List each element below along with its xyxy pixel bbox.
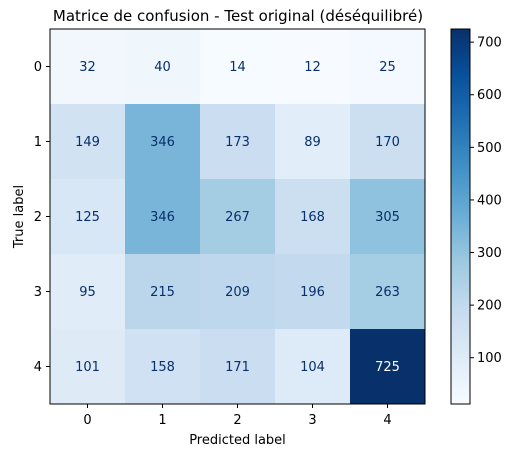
heatmap-cell	[200, 179, 276, 255]
heatmap-cells	[50, 29, 426, 405]
heatmap-cell	[350, 254, 426, 330]
heatmap-cell	[50, 29, 126, 105]
cell-value-label: 25	[379, 60, 396, 75]
cell-value-label: 125	[75, 210, 100, 225]
cell-value-label: 89	[304, 135, 321, 150]
x-tick-label: 1	[158, 413, 166, 428]
heatmap-cell	[50, 104, 126, 180]
heatmap-cell	[275, 329, 351, 405]
y-tick-label: 1	[34, 135, 42, 150]
heatmap-cell	[125, 254, 201, 330]
cell-value-label: 170	[375, 135, 400, 150]
cell-value-label: 346	[150, 210, 175, 225]
heatmap-cell	[275, 179, 351, 255]
cell-value-label: 171	[225, 360, 250, 375]
colorbar	[450, 28, 471, 405]
y-axis-label: True label	[12, 185, 27, 249]
colorbar-tick-label: 100	[477, 351, 502, 366]
heatmap-cell	[200, 104, 276, 180]
heatmap-cell	[200, 329, 276, 405]
cell-value-label: 95	[79, 285, 96, 300]
heatmap-cell	[275, 254, 351, 330]
colorbar-tick-label: 500	[477, 141, 502, 156]
cell-value-label: 196	[300, 285, 325, 300]
cell-value-label: 149	[75, 135, 100, 150]
heatmap-cell	[200, 29, 276, 105]
heatmap-cell-labels: 32 40 14 12 25 149 346 173 89 170 125 346 267 168 305 9…	[75, 60, 400, 375]
colorbar-tick-label: 200	[477, 299, 502, 314]
cell-value-label: 40	[154, 60, 171, 75]
cell-value-label: 12	[304, 60, 321, 75]
heatmap-cell	[50, 329, 126, 405]
cell-value-label: 215	[150, 285, 175, 300]
y-tick-label: 2	[34, 210, 42, 225]
cell-value-label: 104	[300, 360, 325, 375]
heatmap-cell	[50, 254, 126, 330]
colorbar-tick-label: 300	[477, 246, 502, 261]
colorbar-ticks: 100 200 300 400 500 600 700	[470, 36, 502, 366]
heatmap-cell	[125, 329, 201, 405]
x-tick-label: 2	[233, 413, 241, 428]
cell-value-label: 14	[229, 60, 246, 75]
y-tick-label: 0	[34, 60, 42, 75]
heatmap-cell	[275, 29, 351, 105]
heatmap-cell	[350, 179, 426, 255]
heatmap-cell	[125, 104, 201, 180]
cell-value-label: 32	[79, 60, 96, 75]
colorbar-tick-label: 700	[477, 36, 502, 51]
x-tick-label: 0	[83, 413, 91, 428]
cell-value-label: 267	[225, 210, 250, 225]
y-tick-label: 4	[34, 360, 42, 375]
heatmap-cell	[50, 179, 126, 255]
heatmap-cell	[200, 254, 276, 330]
heatmap-cell	[350, 104, 426, 180]
cell-value-label: 346	[150, 135, 175, 150]
heatmap-cell	[275, 104, 351, 180]
heatmap-cell	[350, 329, 426, 405]
cell-value-label: 173	[225, 135, 250, 150]
x-tick-label: 3	[308, 413, 316, 428]
cell-value-label: 158	[150, 360, 175, 375]
chart-title: Matrice de confusion - Test original (dé…	[53, 7, 423, 25]
cell-value-label: 101	[75, 360, 100, 375]
y-tick-label: 3	[34, 285, 42, 300]
colorbar-tick-label: 400	[477, 193, 502, 208]
heatmap-cell	[125, 29, 201, 105]
cell-value-label: 209	[225, 285, 250, 300]
y-axis-ticks: 0 1 2 3 4	[34, 60, 50, 375]
x-tick-label: 4	[383, 413, 391, 428]
cell-value-label: 305	[375, 210, 400, 225]
heatmap-cell	[350, 29, 426, 105]
heatmap-cell	[125, 179, 201, 255]
cell-value-label: 168	[300, 210, 325, 225]
x-axis-label: Predicted label	[189, 433, 286, 448]
cell-value-label: 263	[375, 285, 400, 300]
cell-value-label: 725	[375, 360, 400, 375]
x-axis-ticks: 0 1 2 3 4	[83, 404, 392, 428]
colorbar-tick-label: 600	[477, 88, 502, 103]
